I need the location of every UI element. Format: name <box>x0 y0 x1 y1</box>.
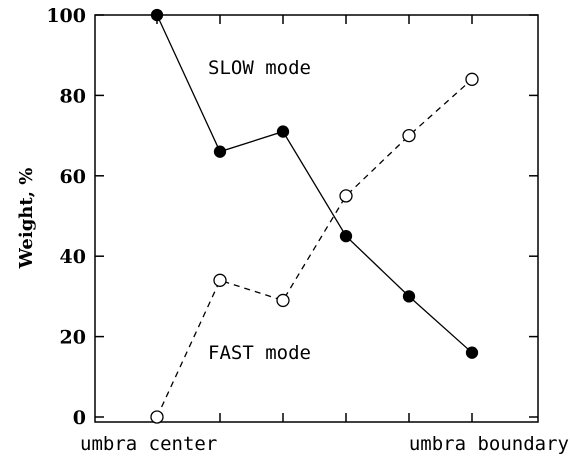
axis-ticks: 0 20 40 60 80 100 <box>46 5 538 429</box>
y-tick-label: 0 <box>73 407 86 429</box>
fast-mode-point <box>465 72 479 86</box>
y-tick-label: 60 <box>60 166 86 188</box>
fast-mode-line <box>156 78 473 418</box>
x-label-umbra-center: umbra center <box>80 433 217 455</box>
slow-mode-point <box>276 125 290 138</box>
slow-mode-point <box>465 346 479 359</box>
y-axis-label: Weight, % <box>16 168 37 270</box>
slow-mode-point <box>150 8 164 22</box>
fast-mode-point <box>339 189 353 203</box>
slow-mode-point <box>339 229 353 243</box>
y-tick-label: 40 <box>60 246 86 268</box>
y-tick-label: 80 <box>60 85 86 107</box>
fast-mode-point <box>402 128 416 143</box>
fast-mode-label: FAST mode <box>208 342 311 364</box>
y-tick-label: 100 <box>46 5 86 27</box>
slow-mode-point <box>402 290 416 303</box>
fast-mode-point <box>213 273 227 287</box>
slow-mode-line <box>156 14 473 354</box>
fast-mode-point <box>276 293 290 308</box>
x-label-umbra-boundary: umbra boundary <box>409 433 569 455</box>
y-tick-label: 20 <box>60 327 86 349</box>
series-lines <box>156 14 473 418</box>
series-points <box>150 8 479 424</box>
slow-mode-point <box>213 145 227 158</box>
fast-mode-point <box>150 410 164 424</box>
slow-mode-label: SLOW mode <box>208 57 311 79</box>
plot-frame <box>94 14 539 423</box>
